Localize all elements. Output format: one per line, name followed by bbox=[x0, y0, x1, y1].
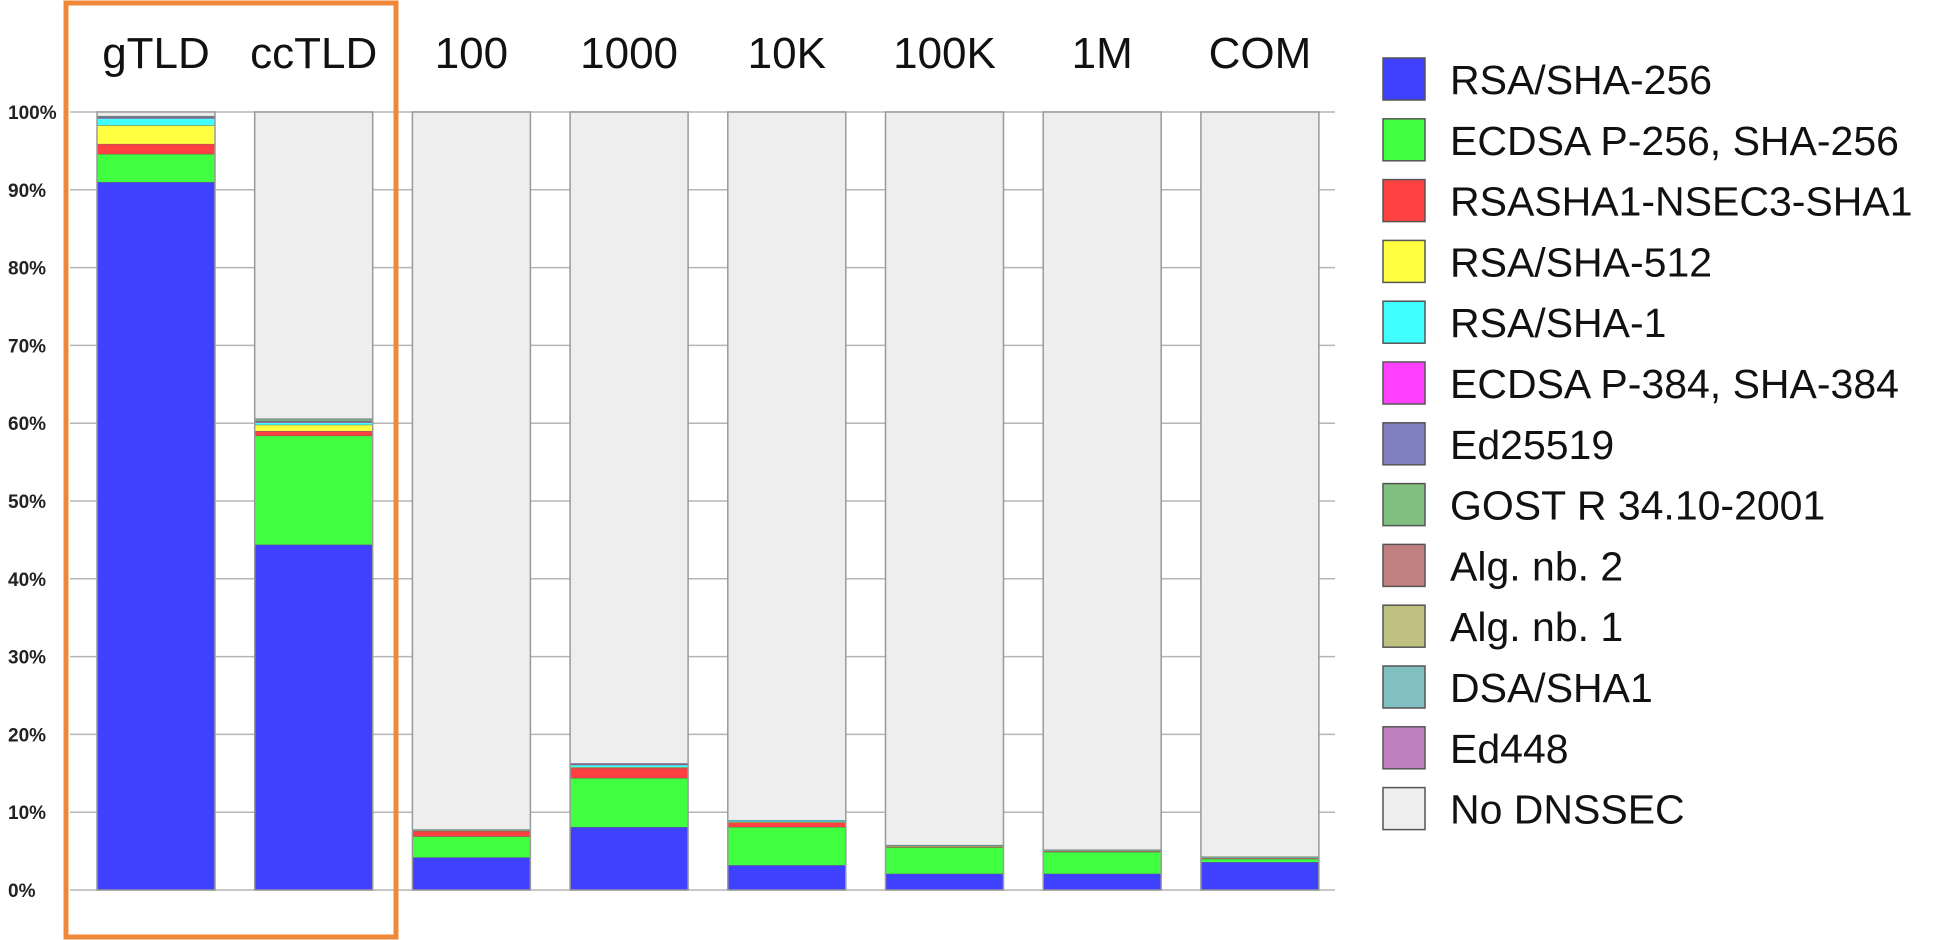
y-tick-label: 20% bbox=[8, 725, 46, 746]
y-tick-label: 50% bbox=[8, 492, 46, 513]
bar-segment bbox=[1201, 862, 1319, 890]
legend-swatch bbox=[1383, 605, 1425, 647]
legend-label: RSASHA1-NSEC3-SHA1 bbox=[1450, 179, 1913, 225]
y-tick-label: 80% bbox=[8, 259, 46, 280]
y-tick-label: 70% bbox=[8, 336, 46, 357]
legend-swatch bbox=[1383, 788, 1425, 830]
bar-segment bbox=[255, 112, 373, 419]
bar-segment bbox=[570, 827, 688, 890]
y-tick-label: 30% bbox=[8, 648, 46, 669]
y-tick-label: 40% bbox=[8, 570, 46, 591]
bar-segment bbox=[1201, 112, 1319, 857]
bar-segment bbox=[570, 768, 688, 778]
bar-segment bbox=[570, 778, 688, 827]
category-label: 1M bbox=[1072, 29, 1133, 78]
category-label: COM bbox=[1209, 29, 1312, 78]
legend-swatch bbox=[1383, 544, 1425, 586]
bar-segment bbox=[97, 144, 215, 154]
bar-segment bbox=[255, 425, 373, 431]
bar-segment bbox=[728, 827, 846, 865]
bar-segment bbox=[1043, 112, 1161, 850]
bar-segment bbox=[886, 847, 1004, 873]
bar-segment bbox=[97, 182, 215, 890]
legend-label: ECDSA P-384, SHA-384 bbox=[1450, 361, 1899, 407]
bar-segment bbox=[570, 112, 688, 763]
legend-label: Ed25519 bbox=[1450, 422, 1614, 468]
legend-swatch bbox=[1383, 362, 1425, 404]
legend-label: RSA/SHA-512 bbox=[1450, 239, 1712, 285]
bar-segment bbox=[255, 545, 373, 890]
legend-swatch bbox=[1383, 666, 1425, 708]
y-tick-label: 0% bbox=[8, 881, 36, 902]
legend-label: Alg. nb. 1 bbox=[1450, 604, 1623, 650]
bar-segment bbox=[412, 857, 530, 890]
bar-segment bbox=[728, 112, 846, 820]
category-label: 1000 bbox=[580, 29, 678, 78]
category-label: 100K bbox=[893, 29, 996, 78]
y-tick-label: 10% bbox=[8, 803, 46, 824]
category-labels: gTLD ccTLD 100 1000 10K 100K 1M COM bbox=[102, 29, 1311, 78]
bar-segment bbox=[886, 112, 1004, 845]
legend-swatch bbox=[1383, 180, 1425, 222]
legend-label: RSA/SHA-1 bbox=[1450, 300, 1666, 346]
legend-label: GOST R 34.10-2001 bbox=[1450, 483, 1825, 529]
bar-segment bbox=[412, 112, 530, 829]
legend-swatch bbox=[1383, 301, 1425, 343]
category-label: gTLD bbox=[102, 29, 210, 78]
bar-segment bbox=[412, 836, 530, 857]
bar-segment bbox=[255, 431, 373, 436]
legend-swatch bbox=[1383, 484, 1425, 526]
bar-segment bbox=[255, 436, 373, 545]
bar-segment bbox=[412, 831, 530, 836]
legend-swatch bbox=[1383, 423, 1425, 465]
legend-label: No DNSSEC bbox=[1450, 787, 1685, 833]
bar-segment bbox=[1043, 852, 1161, 874]
category-label: ccTLD bbox=[250, 29, 377, 78]
legend-swatch bbox=[1383, 58, 1425, 100]
bar-segment bbox=[728, 865, 846, 890]
bar-segment bbox=[97, 125, 215, 144]
bar-segment bbox=[886, 874, 1004, 890]
category-label: 10K bbox=[748, 29, 826, 78]
legend-swatch bbox=[1383, 240, 1425, 282]
legend-label: Alg. nb. 2 bbox=[1450, 543, 1623, 589]
legend-label: RSA/SHA-256 bbox=[1450, 57, 1712, 103]
bar-segment bbox=[1043, 874, 1161, 890]
bar-segment bbox=[728, 822, 846, 827]
bar-segment bbox=[97, 118, 215, 125]
y-axis-ticks: 0% 10% 20% 30% 40% 50% 60% 70% 80% 90% 100% bbox=[8, 103, 57, 902]
legend-swatch bbox=[1383, 119, 1425, 161]
bar-segment bbox=[97, 154, 215, 182]
legend-label: ECDSA P-256, SHA-256 bbox=[1450, 118, 1899, 164]
legend-label: DSA/SHA1 bbox=[1450, 665, 1653, 711]
y-tick-label: 60% bbox=[8, 414, 46, 435]
category-label: 100 bbox=[435, 29, 508, 78]
y-tick-label: 90% bbox=[8, 181, 46, 202]
legend-swatch bbox=[1383, 727, 1425, 769]
y-tick-label: 100% bbox=[8, 103, 57, 124]
legend-label: Ed448 bbox=[1450, 726, 1569, 772]
legend: RSA/SHA-256 ECDSA P-256, SHA-256 RSASHA1-N… bbox=[1383, 57, 1913, 833]
